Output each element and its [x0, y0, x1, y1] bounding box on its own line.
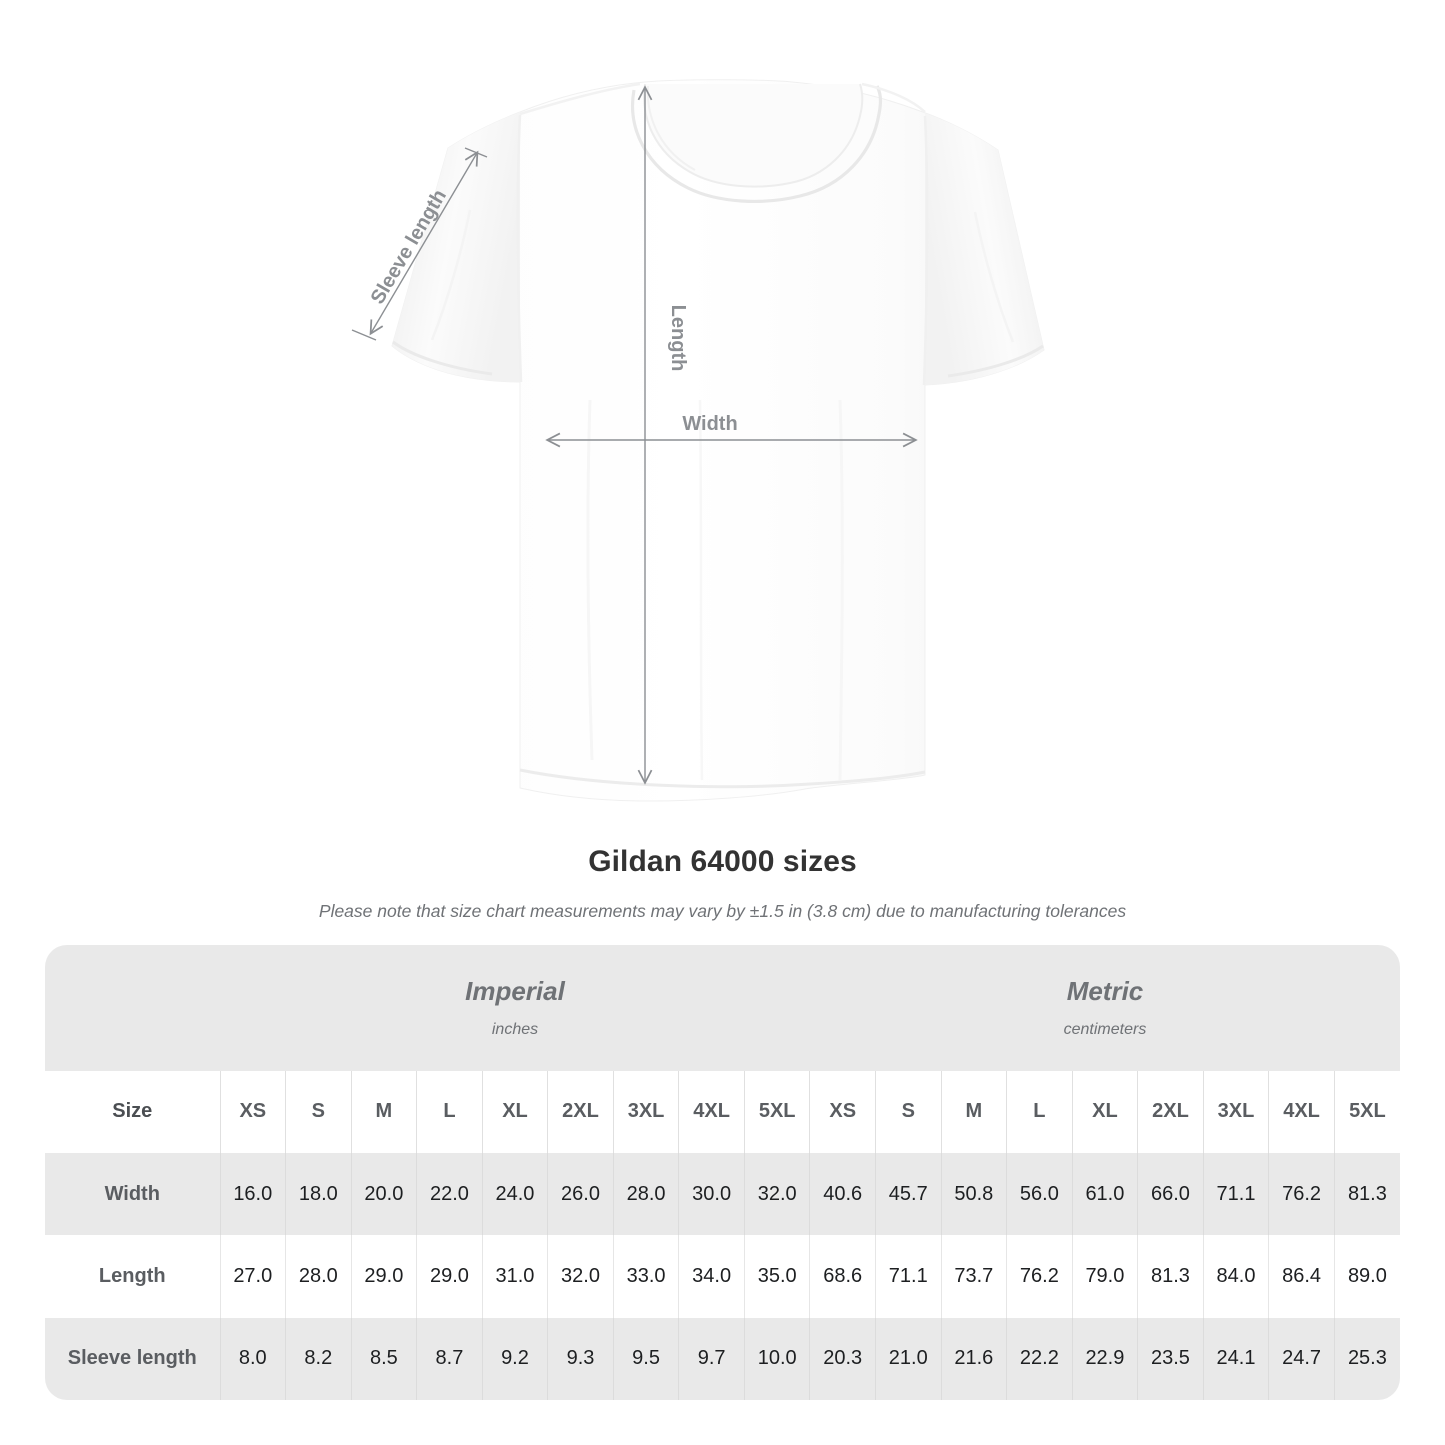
cell-width-imperial-5xl: 32.0 [743, 1152, 810, 1236]
imperial-subtitle: inches [491, 1021, 539, 1039]
cell-sleeve-imperial-m: 8.5 [350, 1317, 417, 1400]
cell-width-metric-2xl: 66.0 [1137, 1152, 1204, 1236]
size-header-imperial-xl: XL [481, 1070, 548, 1153]
cell-sleeve-imperial-l: 8.7 [416, 1317, 483, 1400]
unit-spacer-cell [45, 945, 221, 1071]
size-header-metric-2xl: 2XL [1137, 1070, 1204, 1153]
cell-width-metric-xs: 40.6 [809, 1152, 876, 1236]
cell-sleeve-metric-xs: 20.3 [809, 1317, 876, 1400]
cell-sleeve-metric-s: 21.0 [875, 1317, 942, 1400]
cell-length-metric-xs: 68.6 [809, 1235, 876, 1318]
cell-width-imperial-l: 22.0 [416, 1152, 483, 1236]
cell-sleeve-imperial-2xl: 9.3 [547, 1317, 614, 1400]
metric-title: Metric [1066, 976, 1144, 1007]
size-header-imperial-3xl: 3XL [612, 1070, 679, 1153]
cell-length-imperial-3xl: 33.0 [612, 1235, 679, 1318]
size-header-imperial-s: S [285, 1070, 352, 1153]
cell-width-imperial-xl: 24.0 [481, 1152, 548, 1236]
table-row: Sleeve length 8.0 8.2 8.5 8.7 9.2 9.3 9.… [45, 1317, 1400, 1400]
size-header-imperial-xs: XS [219, 1070, 286, 1153]
cell-sleeve-metric-m: 21.6 [940, 1317, 1007, 1400]
cell-length-metric-s: 71.1 [875, 1235, 942, 1318]
cell-length-imperial-4xl: 34.0 [678, 1235, 745, 1318]
cell-width-imperial-3xl: 28.0 [612, 1152, 679, 1236]
cell-sleeve-imperial-5xl: 10.0 [743, 1317, 810, 1400]
table-row: Length 27.0 28.0 29.0 29.0 31.0 32.0 33.… [45, 1235, 1400, 1318]
row-label-width: Width [45, 1152, 221, 1236]
size-header-imperial-2xl: 2XL [547, 1070, 614, 1153]
cell-length-metric-4xl: 86.4 [1268, 1235, 1335, 1318]
cell-sleeve-imperial-s: 8.2 [285, 1317, 352, 1400]
cell-sleeve-imperial-3xl: 9.5 [612, 1317, 679, 1400]
cell-length-metric-2xl: 81.3 [1137, 1235, 1204, 1318]
chart-heading-block: Gildan 64000 sizes Please note that size… [0, 845, 1445, 922]
size-header-metric-s: S [875, 1070, 942, 1153]
metric-subtitle: centimeters [1063, 1021, 1147, 1039]
metric-unit-header: Metric centimeters [809, 945, 1400, 1071]
row-label-length: Length [45, 1235, 221, 1318]
length-label: Length [667, 305, 689, 372]
imperial-title: Imperial [465, 976, 565, 1007]
size-header-metric-xl: XL [1071, 1070, 1138, 1153]
imperial-unit-header: Imperial inches [220, 945, 810, 1071]
row-label-sleeve-length: Sleeve length [45, 1317, 221, 1400]
cell-width-metric-xl: 61.0 [1071, 1152, 1138, 1236]
size-header-row: Size XS S M L XL 2XL 3XL 4XL 5XL XS S M … [45, 1070, 1400, 1153]
size-header-imperial-5xl: 5XL [743, 1070, 810, 1153]
cell-width-imperial-m: 20.0 [350, 1152, 417, 1236]
cell-length-metric-3xl: 84.0 [1202, 1235, 1269, 1318]
cell-width-metric-5xl: 81.3 [1333, 1152, 1400, 1236]
tshirt-drawing-svg: Sleeve length Length Width [351, 79, 1045, 802]
size-header-imperial-m: M [350, 1070, 417, 1153]
page-title: Gildan 64000 sizes [588, 845, 857, 878]
cell-length-imperial-2xl: 32.0 [547, 1235, 614, 1318]
size-header-imperial-4xl: 4XL [678, 1070, 745, 1153]
cell-sleeve-imperial-xl: 9.2 [481, 1317, 548, 1400]
cell-length-metric-5xl: 89.0 [1333, 1235, 1400, 1318]
cell-sleeve-metric-5xl: 25.3 [1333, 1317, 1400, 1400]
size-header-metric-5xl: 5XL [1333, 1070, 1400, 1153]
cell-width-metric-4xl: 76.2 [1268, 1152, 1335, 1236]
cell-sleeve-metric-l: 22.2 [1006, 1317, 1073, 1400]
cell-sleeve-imperial-4xl: 9.7 [678, 1317, 745, 1400]
cell-length-imperial-l: 29.0 [416, 1235, 483, 1318]
cell-length-imperial-xl: 31.0 [481, 1235, 548, 1318]
cell-length-metric-m: 73.7 [940, 1235, 1007, 1318]
sleeve-length-dimension [351, 147, 488, 341]
size-header-label: Size [45, 1070, 221, 1153]
size-chart-table: Imperial inches Metric centimeters Size … [45, 945, 1400, 1400]
width-label: Width [682, 413, 737, 435]
cell-width-imperial-2xl: 26.0 [547, 1152, 614, 1236]
cell-sleeve-metric-2xl: 23.5 [1137, 1317, 1204, 1400]
size-header-metric-m: M [940, 1070, 1007, 1153]
cell-length-imperial-m: 29.0 [350, 1235, 417, 1318]
cell-sleeve-metric-3xl: 24.1 [1202, 1317, 1269, 1400]
size-header-metric-4xl: 4XL [1268, 1070, 1335, 1153]
tshirt-illustration: Sleeve length Length Width [351, 79, 1045, 802]
cell-width-metric-s: 45.7 [875, 1152, 942, 1236]
size-header-metric-xs: XS [809, 1070, 876, 1153]
cell-width-metric-l: 56.0 [1006, 1152, 1073, 1236]
cell-length-metric-l: 76.2 [1006, 1235, 1073, 1318]
cell-length-imperial-xs: 27.0 [219, 1235, 286, 1318]
cell-width-imperial-s: 18.0 [285, 1152, 352, 1236]
cell-length-imperial-s: 28.0 [285, 1235, 352, 1318]
size-header-imperial-l: L [416, 1070, 483, 1153]
unit-system-header-row: Imperial inches Metric centimeters [45, 945, 1400, 1071]
tolerance-note: Please note that size chart measurements… [318, 901, 1127, 921]
cell-width-imperial-xs: 16.0 [219, 1152, 286, 1236]
table-row: Width 16.0 18.0 20.0 22.0 24.0 26.0 28.0… [45, 1152, 1400, 1236]
cell-width-metric-m: 50.8 [940, 1152, 1007, 1236]
cell-width-metric-3xl: 71.1 [1202, 1152, 1269, 1236]
cell-length-metric-xl: 79.0 [1071, 1235, 1138, 1318]
cell-width-imperial-4xl: 30.0 [678, 1152, 745, 1236]
size-chart-table-container: Imperial inches Metric centimeters Size … [45, 945, 1400, 1400]
cell-sleeve-metric-xl: 22.9 [1071, 1317, 1138, 1400]
cell-length-imperial-5xl: 35.0 [743, 1235, 810, 1318]
cell-sleeve-metric-4xl: 24.7 [1268, 1317, 1335, 1400]
size-header-metric-3xl: 3XL [1202, 1070, 1269, 1153]
cell-sleeve-imperial-xs: 8.0 [219, 1317, 286, 1400]
size-header-metric-l: L [1006, 1070, 1073, 1153]
